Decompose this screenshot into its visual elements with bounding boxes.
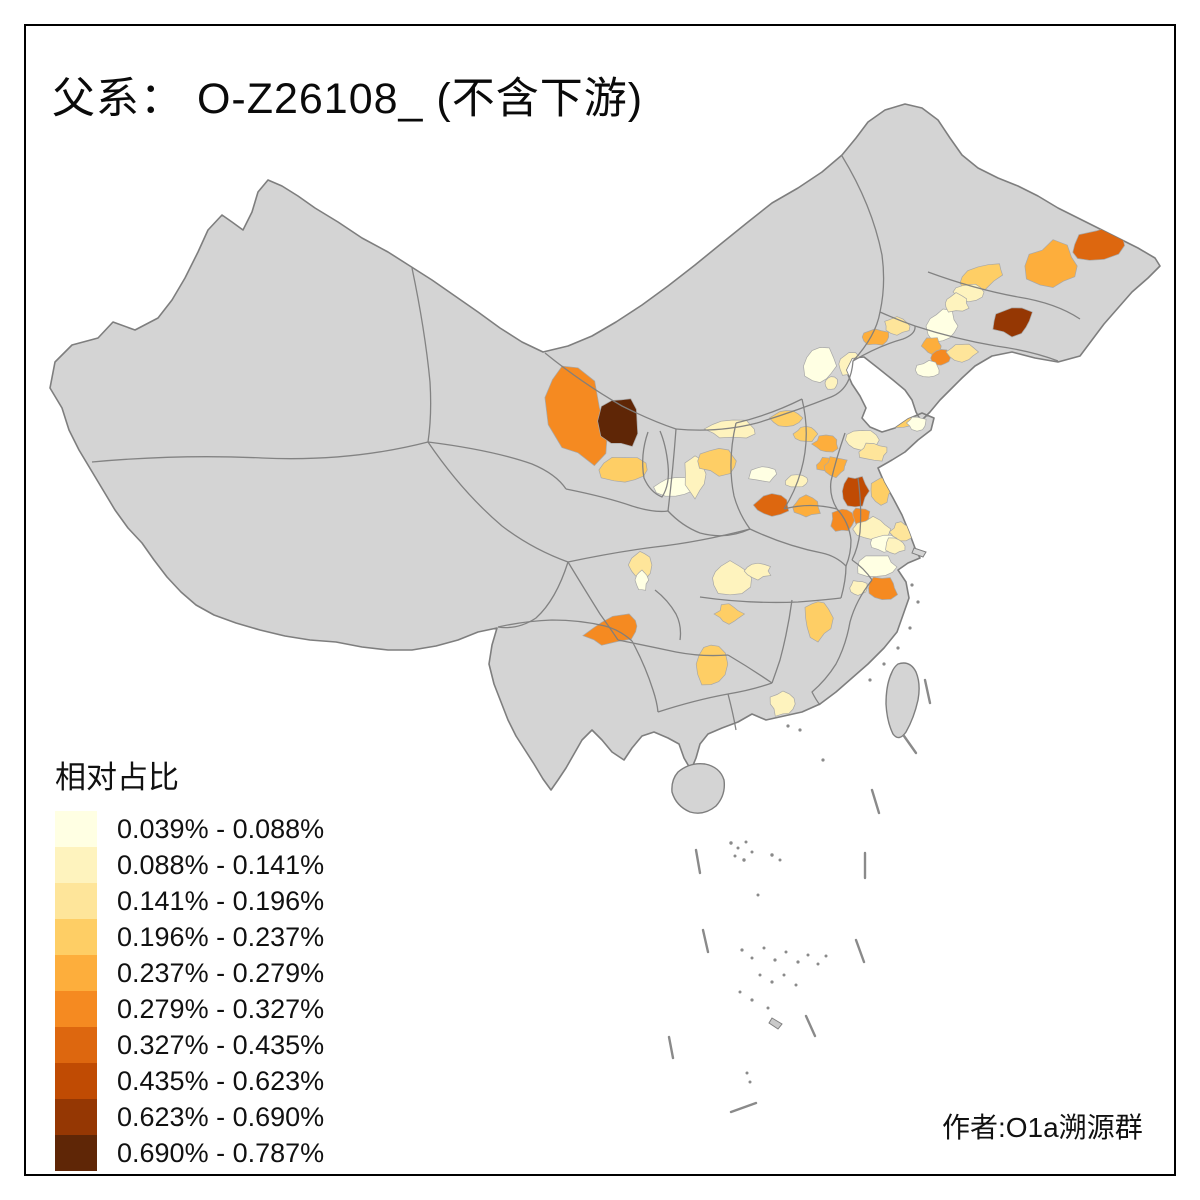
legend-swatch (55, 1099, 97, 1135)
prefecture-region (1024, 239, 1078, 288)
prefecture-region (841, 475, 870, 508)
prefecture-region (582, 613, 638, 646)
legend-range-label: 0.237% - 0.279% (117, 957, 325, 988)
prefecture-region (992, 307, 1033, 338)
taiwan-island (885, 662, 920, 739)
prefecture-region (830, 508, 856, 532)
legend-row: 0.623% - 0.690% (55, 1099, 324, 1135)
legend-range-label: 0.435% - 0.623% (117, 1065, 325, 1096)
legend-range-label: 0.623% - 0.690% (117, 1101, 325, 1132)
prefecture-region (811, 434, 839, 453)
legend-row: 0.279% - 0.327% (55, 991, 324, 1027)
prefecture-region (784, 474, 809, 488)
prefecture-region (945, 292, 970, 313)
prefecture-region (544, 365, 608, 467)
legend-range-label: 0.088% - 0.141% (117, 849, 325, 880)
prefecture-region (888, 521, 912, 542)
province-borders (91, 155, 1081, 731)
prefecture-region (823, 456, 848, 479)
prefecture-region (824, 376, 838, 390)
prefecture-region (743, 562, 772, 581)
prefecture-region (748, 466, 778, 483)
prefecture-region (598, 456, 648, 483)
nine-dash-line (667, 678, 932, 1114)
legend-range-label: 0.196% - 0.237% (117, 921, 325, 952)
legend-swatch (55, 991, 97, 1027)
legend-row: 0.141% - 0.196% (55, 883, 324, 919)
prefecture-region (792, 425, 819, 442)
legend-range-label: 0.690% - 0.787% (117, 1137, 325, 1168)
legend: 相对占比 0.039% - 0.088% 0.088% - 0.141% 0.141… (55, 752, 324, 1171)
prefecture-region (697, 448, 737, 477)
prefecture-region (914, 360, 940, 378)
prefecture-region (857, 555, 898, 577)
legend-swatch (55, 847, 97, 883)
legend-range-label: 0.327% - 0.435% (117, 1029, 325, 1060)
legend-row: 0.039% - 0.088% (55, 811, 324, 847)
legend-row: 0.237% - 0.279% (55, 955, 324, 991)
prefecture-region (803, 347, 837, 383)
prefecture-region (712, 560, 752, 596)
prefecture-region (930, 349, 951, 366)
prefecture-region (634, 569, 650, 591)
legend-range-label: 0.141% - 0.196% (117, 885, 325, 916)
prefecture-region (885, 537, 906, 555)
legend-swatch (55, 883, 97, 919)
prefecture-region (868, 576, 899, 600)
map-title: 父系： O-Z26108_ (不含下游) (52, 75, 644, 123)
prefecture-region (769, 690, 796, 717)
legend-swatch (55, 919, 97, 955)
legend-swatch (55, 1135, 97, 1171)
legend-row: 0.088% - 0.141% (55, 847, 324, 883)
legend-row: 0.196% - 0.237% (55, 919, 324, 955)
prefecture-region (913, 560, 925, 573)
prefecture-region (713, 603, 746, 625)
legend-swatch (55, 1063, 97, 1099)
prefecture-region (752, 493, 790, 517)
sea-islands (729, 547, 927, 1084)
legend-rows: 0.039% - 0.088% 0.088% - 0.141% 0.141% - 0… (55, 811, 324, 1171)
hainan-island (671, 762, 726, 814)
legend-row: 0.435% - 0.623% (55, 1063, 324, 1099)
legend-row: 0.327% - 0.435% (55, 1027, 324, 1063)
legend-title: 相对占比 (55, 760, 179, 795)
legend-swatch (55, 811, 97, 847)
legend-swatch (55, 1027, 97, 1063)
legend-swatch (55, 955, 97, 991)
legend-range-label: 0.279% - 0.327% (117, 993, 325, 1024)
prefecture-region (905, 416, 927, 432)
prefecture-region (804, 601, 834, 643)
prefecture-region (945, 343, 980, 363)
prefecture-region (879, 409, 914, 430)
prefecture-region (597, 398, 639, 447)
attribution-text: 作者:O1a溯源群 (942, 1112, 1143, 1143)
prefecture-region (858, 442, 888, 462)
legend-range-label: 0.039% - 0.088% (117, 813, 325, 844)
legend-row: 0.690% - 0.787% (55, 1135, 324, 1171)
